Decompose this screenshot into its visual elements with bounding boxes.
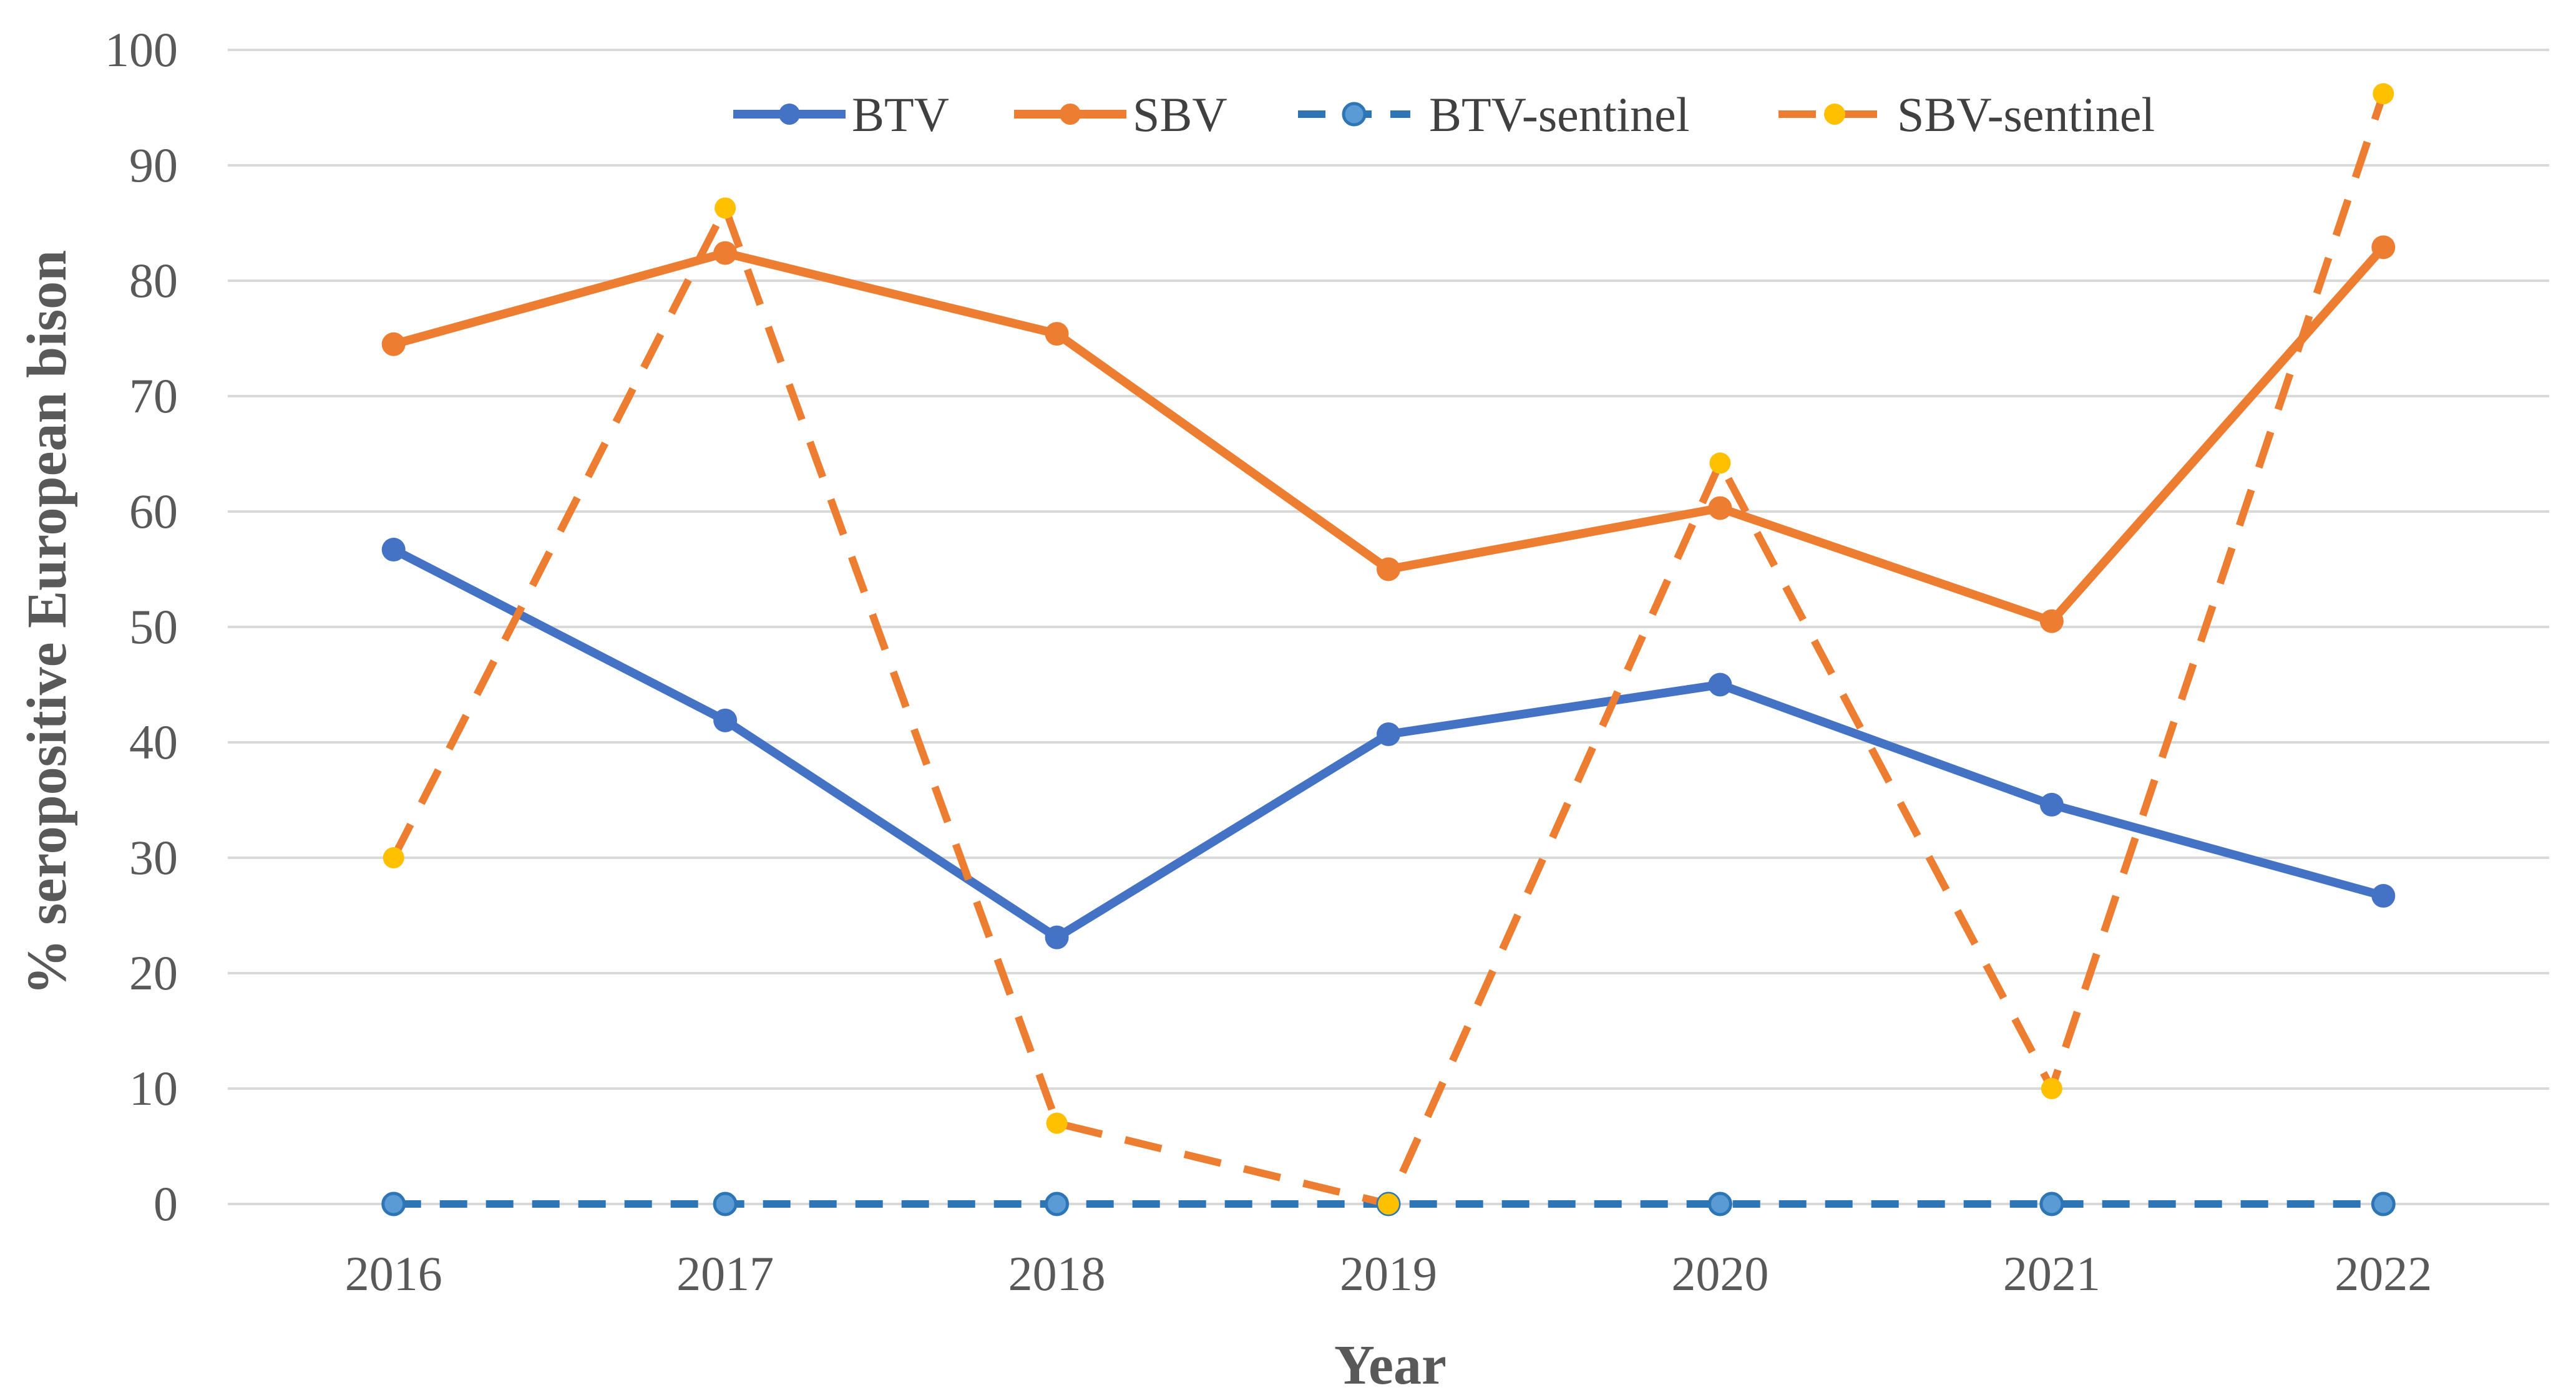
point-btv-sentinel-2016 [381,1192,406,1216]
point-sbv-2022 [2371,235,2396,260]
legend-marker-sbv-sentinel [1824,104,1845,125]
x-tick-label-2019: 2019 [1340,1246,1437,1301]
y-tick-label-50: 50 [129,599,178,654]
point-sbv-2021 [2039,609,2064,633]
series-lines [389,92,2388,1208]
legend-label-btv: BTV [852,87,949,142]
legend-label-btv-sentinel: BTV-sentinel [1429,87,1689,142]
y-axis-title: % seropositive European bison [16,250,78,995]
point-btv-2020 [1708,672,1732,697]
legend-label-sbv: SBV [1133,87,1227,142]
y-tick-label-80: 80 [129,253,178,308]
point-btv-2022 [2371,884,2396,908]
y-tick-label-70: 70 [129,369,178,423]
point-sbv-sentinel-2019 [1378,1193,1399,1215]
legend-marker-sbv [1060,104,1081,125]
y-tick-label-0: 0 [154,1177,178,1231]
y-tick-label-30: 30 [129,830,178,885]
x-tick-label-2016: 2016 [345,1246,442,1301]
point-sbv-2019 [1377,557,1400,581]
y-tick-label-60: 60 [129,484,178,538]
point-btv-2019 [1377,722,1400,747]
y-tick-label-40: 40 [129,715,178,769]
legend: BTV SBV BTV-sentinel SBV-sentinel [733,87,2155,142]
series-markers [381,83,2396,1216]
point-btv-sentinel-2022 [2371,1192,2396,1216]
point-btv-2018 [1045,925,1069,949]
point-sbv-sentinel-2016 [383,847,404,868]
x-tick-label-2022: 2022 [2334,1246,2432,1301]
x-axis-ticks: 2016 2017 2018 2019 2020 2021 2022 [345,1246,2432,1301]
point-sbv-2016 [381,332,406,356]
point-sbv-sentinel-2017 [715,197,736,219]
point-sbv-sentinel-2022 [2373,83,2394,105]
point-sbv-sentinel-2018 [1046,1112,1068,1134]
y-tick-label-10: 10 [129,1061,178,1115]
legend-marker-btv-sentinel [1342,102,1367,127]
point-btv-sentinel-2017 [713,1192,738,1216]
point-sbv-2020 [1708,496,1732,520]
x-tick-label-2017: 2017 [676,1246,774,1301]
y-tick-label-20: 20 [129,946,178,1000]
point-sbv-2017 [713,241,738,265]
x-tick-label-2020: 2020 [1671,1246,1769,1301]
x-tick-label-2018: 2018 [1008,1246,1106,1301]
point-sbv-2018 [1045,322,1069,346]
x-tick-label-2021: 2021 [2003,1246,2100,1301]
y-tick-label-90: 90 [129,138,178,192]
point-btv-sentinel-2020 [1707,1192,1732,1216]
gridlines [228,49,2549,1205]
y-tick-label-100: 100 [105,22,178,77]
point-sbv-sentinel-2020 [1709,452,1731,474]
point-btv-sentinel-2021 [2039,1192,2064,1216]
legend-marker-btv [779,104,800,125]
point-btv-2021 [2039,792,2064,817]
x-axis-title: Year [1334,1334,1447,1393]
point-btv-2016 [381,538,406,562]
point-btv-sentinel-2018 [1045,1192,1070,1216]
point-btv-2017 [713,708,738,732]
legend-label-sbv-sentinel: SBV-sentinel [1897,87,2155,142]
point-sbv-sentinel-2021 [2041,1078,2062,1099]
y-axis-ticks: 0 10 20 30 40 50 60 70 80 90 100 [105,22,178,1231]
